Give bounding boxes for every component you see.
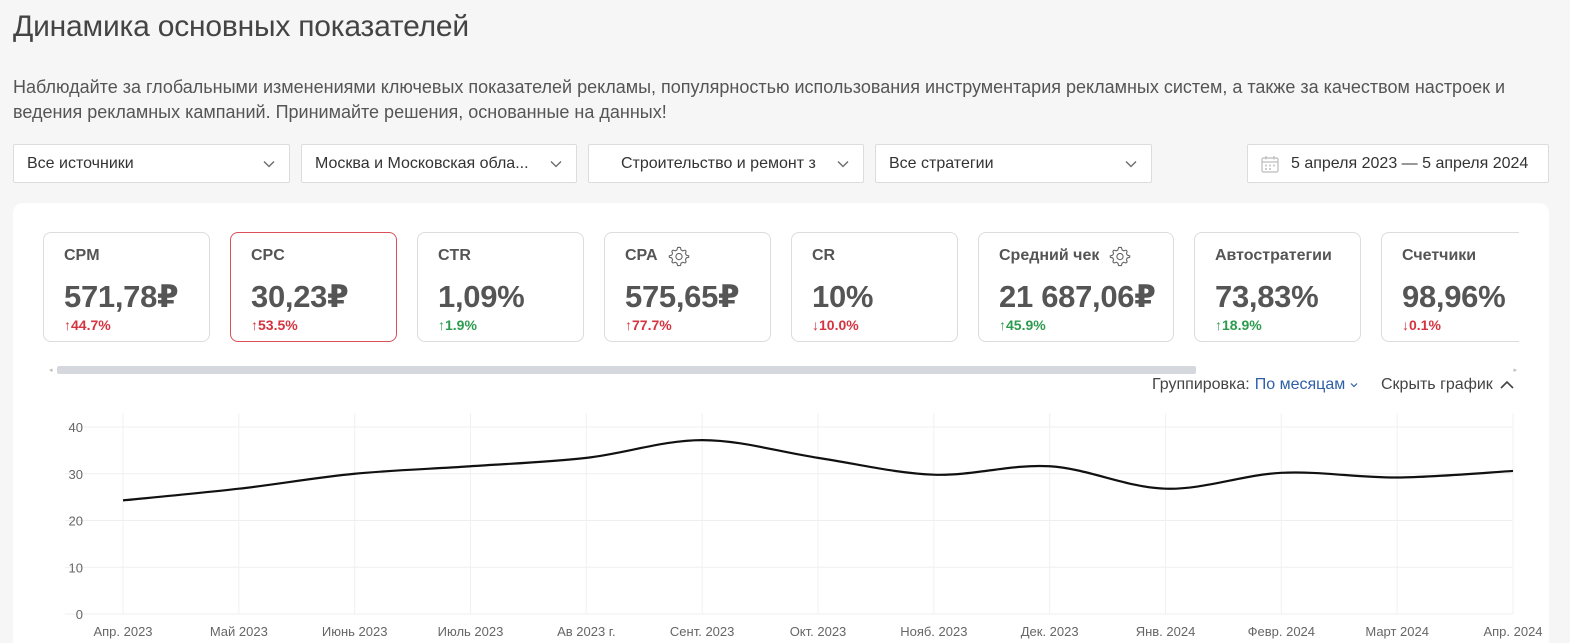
x-tick-label: Февр. 2024 [1248, 624, 1315, 639]
x-tick-label: Май 2023 [210, 624, 268, 639]
metric-value: 1,09% [438, 279, 525, 314]
metric-value: 73,83% [1215, 279, 1319, 314]
metric-card-autostrategies[interactable]: Автостратегии 73,83% ↑18.9% [1194, 232, 1361, 342]
x-tick-label: Апр. 2023 [93, 624, 152, 639]
metric-delta: ↑77.7% [625, 317, 672, 333]
grouping-label: Группировка: [1152, 376, 1250, 393]
metric-name: Счетчики [1402, 247, 1477, 264]
scroll-right-arrow-icon[interactable]: ▸ [1513, 367, 1517, 374]
metric-delta: ↑18.9% [1215, 317, 1262, 333]
x-tick-label: Апр. 2024 [1483, 624, 1542, 639]
hide-chart-button[interactable]: Скрыть график [1381, 376, 1515, 394]
metric-value: 21 687,06₽ [999, 279, 1156, 314]
x-tick-label: Сент. 2023 [670, 624, 734, 639]
strategy-filter[interactable]: Все стратегии [875, 144, 1152, 183]
chevron-down-icon [1350, 383, 1358, 388]
date-range-value: 5 апреля 2023 — 5 апреля 2024 [1291, 154, 1529, 172]
x-tick-label: Июнь 2023 [322, 624, 388, 639]
grouping-control: Группировка: По месяцам [1152, 376, 1360, 394]
x-tick-label: Ав 2023 г. [557, 624, 616, 639]
metric-card-cpa[interactable]: CPA 575,65₽ ↑77.7% [604, 232, 771, 342]
chevron-down-icon [263, 161, 275, 168]
y-tick-label: 40 [69, 420, 83, 435]
metric-card-counters[interactable]: Счетчики 98,96% ↓0.1% [1381, 232, 1519, 342]
series-line [122, 438, 1514, 502]
metric-name: CTR [438, 247, 471, 264]
gear-icon[interactable] [668, 245, 690, 267]
metric-card-ctr[interactable]: CTR 1,09% ↑1.9% [417, 232, 584, 342]
metric-name: Средний чек [999, 247, 1100, 264]
metric-delta: ↑1.9% [438, 317, 477, 333]
industry-filter-value: Строительство и ремонт з [621, 154, 816, 172]
y-tick-label: 0 [76, 607, 83, 622]
industry-filter[interactable]: Строительство и ремонт з [588, 144, 864, 183]
metric-value: 98,96% [1402, 279, 1506, 314]
metric-name: CPM [64, 247, 100, 264]
metric-card-average-check[interactable]: Средний чек 21 687,06₽ ↑45.9% [978, 232, 1174, 342]
hide-chart-label: Скрыть график [1381, 376, 1493, 393]
metric-name: CPA [625, 247, 658, 264]
metric-name: Автостратегии [1215, 247, 1332, 264]
page-title: Динамика основных показателей [13, 10, 469, 43]
scroll-left-arrow-icon[interactable]: ◂ [49, 367, 53, 374]
region-filter-value: Москва и Московская обла... [315, 154, 529, 172]
metric-value: 575,65₽ [625, 279, 740, 314]
gear-icon[interactable] [1109, 245, 1131, 267]
strategy-filter-value: Все стратегии [889, 154, 994, 172]
y-tick-label: 10 [69, 560, 83, 575]
scrollbar-thumb[interactable] [57, 366, 1196, 374]
x-tick-label: Июль 2023 [438, 624, 504, 639]
x-tick-label: Дек. 2023 [1021, 624, 1079, 639]
metric-card-cpc[interactable]: CPC 30,23₽ ↑53.5% [230, 232, 397, 342]
cpc-line-chart: 0 10 20 30 40 Апр. 2023 Май 2023 Июнь 2023 Июль… [65, 413, 1543, 639]
metric-name: CR [812, 247, 836, 264]
metrics-panel: CPM 571,78₽ ↑44.7% CPC 30,23₽ ↑53.5% CTR… [13, 203, 1549, 643]
x-tick-label: Янв. 2024 [1136, 624, 1196, 639]
calendar-icon [1261, 155, 1279, 173]
x-tick-label: Окт. 2023 [790, 624, 847, 639]
region-filter[interactable]: Москва и Московская обла... [301, 144, 577, 183]
grouping-dropdown[interactable]: По месяцам [1255, 376, 1360, 394]
page-description: Наблюдайте за глобальными изменениями кл… [13, 77, 1506, 122]
metric-name: CPC [251, 247, 285, 264]
metric-card-cpm[interactable]: CPM 571,78₽ ↑44.7% [43, 232, 210, 342]
grouping-value: По месяцам [1254, 376, 1346, 393]
metric-cards-carousel[interactable]: CPM 571,78₽ ↑44.7% CPC 30,23₽ ↑53.5% CTR… [43, 232, 1519, 344]
metric-card-cr[interactable]: CR 10% ↓10.0% [791, 232, 958, 342]
metric-value: 30,23₽ [251, 279, 349, 314]
x-tick-label: Нояб. 2023 [900, 624, 967, 639]
chevron-up-icon [1500, 380, 1514, 389]
metric-value: 571,78₽ [64, 279, 179, 314]
cards-scrollbar[interactable]: ◂ ▸ [49, 366, 1517, 374]
y-tick-label: 30 [69, 467, 83, 482]
metric-delta: ↓10.0% [812, 317, 859, 333]
x-tick-label: Март 2024 [1365, 624, 1429, 639]
chevron-down-icon [1125, 161, 1137, 168]
metric-delta: ↑44.7% [64, 317, 111, 333]
source-filter-value: Все источники [27, 154, 134, 172]
date-range-picker[interactable]: 5 апреля 2023 — 5 апреля 2024 [1247, 144, 1549, 183]
metric-value: 10% [812, 279, 874, 314]
metric-delta: ↑45.9% [999, 317, 1046, 333]
y-tick-label: 20 [69, 514, 83, 529]
chevron-down-icon [837, 161, 849, 168]
metric-delta: ↑53.5% [251, 317, 298, 333]
source-filter[interactable]: Все источники [13, 144, 290, 183]
chevron-down-icon [550, 161, 562, 168]
metric-delta: ↓0.1% [1402, 317, 1441, 333]
